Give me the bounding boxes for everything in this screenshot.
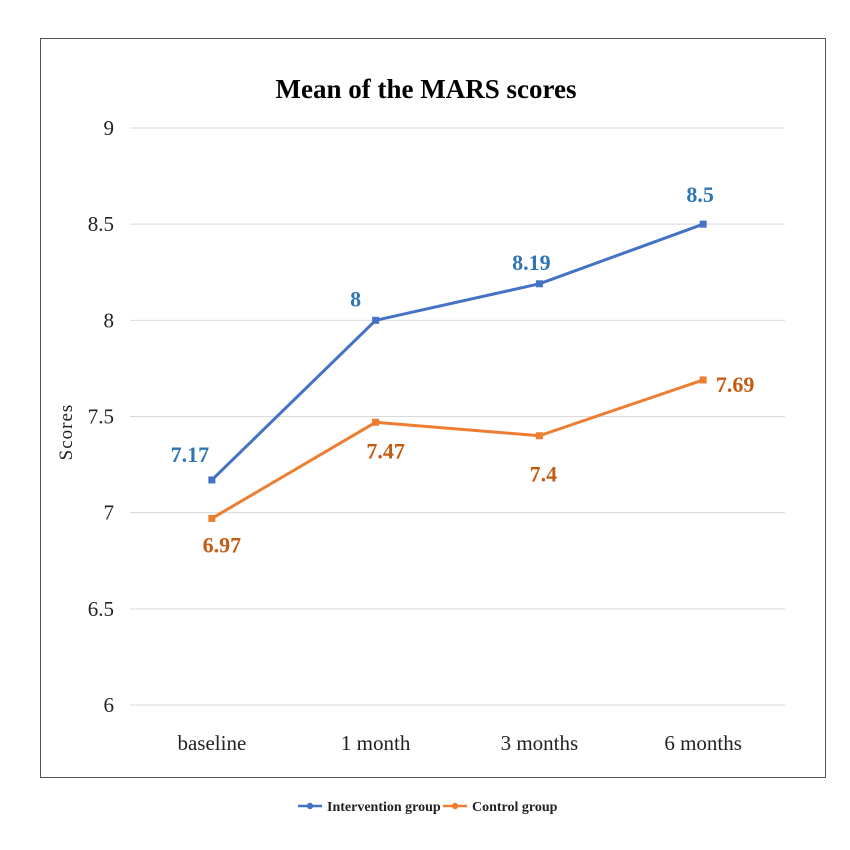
y-tick-label: 9 [104, 116, 115, 140]
data-point [535, 432, 543, 440]
x-tick-labels: baseline 1 month 3 months 6 months [177, 731, 741, 755]
x-tick-label: 3 months [501, 731, 579, 755]
data-point [372, 418, 380, 426]
legend-label: Control group [472, 800, 558, 815]
data-label: 7.4 [530, 462, 558, 487]
series-line [210, 222, 704, 482]
data-label: 7.47 [366, 438, 405, 463]
data-point [699, 220, 707, 228]
legend: Intervention group Control group [298, 800, 558, 815]
data-point [699, 376, 707, 384]
y-tick-label: 6 [104, 693, 115, 717]
series-line [211, 378, 704, 520]
y-axis-label: Scores [56, 404, 77, 461]
y-tick-labels: 6 6.5 7 7.5 8 8.5 9 [88, 116, 114, 717]
legend-item: Control group [443, 800, 558, 815]
x-tick-label: 1 month [341, 731, 411, 755]
chart-title: Mean of the MARS scores [276, 74, 577, 104]
data-label: 7.69 [716, 372, 755, 397]
data-label: 6.97 [203, 532, 242, 557]
legend-swatch-marker [306, 802, 314, 810]
x-tick-label: baseline [177, 731, 246, 755]
data-label: 8.5 [686, 182, 714, 207]
data-label: 8 [350, 286, 361, 311]
legend-item: Intervention group [298, 800, 441, 815]
data-point [372, 316, 380, 324]
y-tick-label: 6.5 [88, 597, 114, 621]
data-point [535, 280, 543, 288]
gridlines [130, 127, 785, 706]
series-control: 6.97 7.47 7.4 7.69 [203, 372, 755, 557]
legend-label: Intervention group [327, 800, 441, 815]
data-point [208, 514, 216, 522]
data-label: 8.19 [512, 250, 551, 275]
series-intervention: 7.17 8 8.19 8.5 [171, 182, 714, 484]
y-tick-label: 8.5 [88, 212, 114, 236]
legend-swatch-marker [451, 802, 459, 810]
x-tick-label: 6 months [664, 731, 742, 755]
y-tick-label: 7.5 [88, 405, 114, 429]
data-point [208, 476, 216, 484]
data-label: 7.17 [171, 442, 210, 467]
y-tick-label: 8 [104, 308, 115, 332]
series-layer: 7.17 8 8.19 8.5 6.97 7.47 7.4 7.69 [171, 182, 755, 557]
y-tick-label: 7 [104, 501, 115, 525]
chart-frame [40, 38, 826, 778]
